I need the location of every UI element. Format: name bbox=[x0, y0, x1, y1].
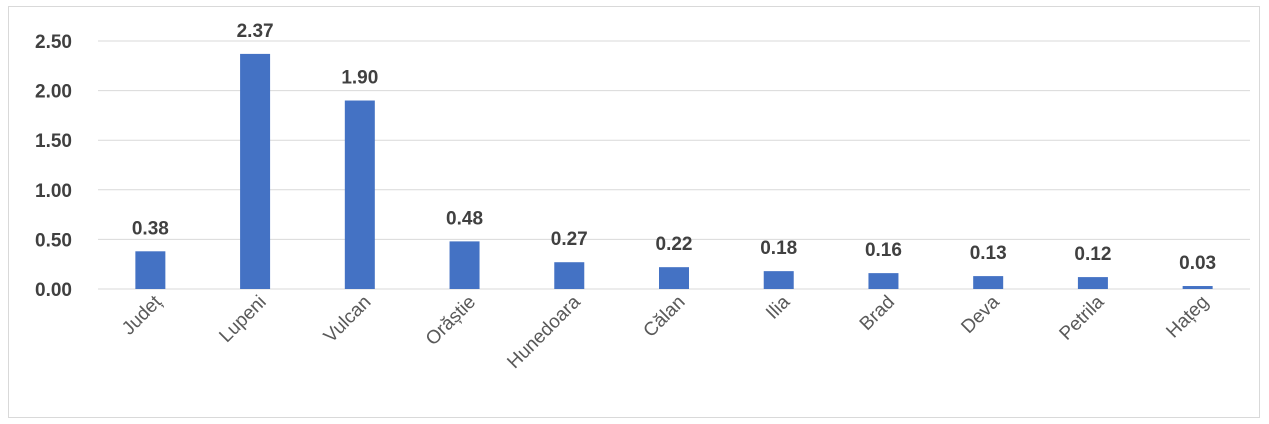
bar bbox=[554, 262, 585, 289]
data-label: 0.18 bbox=[760, 238, 797, 259]
bar bbox=[973, 276, 1004, 289]
x-tick-label: Lupeni bbox=[215, 292, 270, 347]
data-label: 1.90 bbox=[341, 68, 378, 89]
bar bbox=[135, 251, 166, 289]
bar bbox=[344, 100, 375, 290]
chart-frame bbox=[8, 6, 1260, 418]
x-tick-label: Brad bbox=[856, 292, 899, 335]
x-tick-label: Petrila bbox=[1056, 291, 1109, 344]
x-tick-label: Vulcan bbox=[320, 292, 375, 347]
bar bbox=[659, 267, 689, 289]
data-label: 0.48 bbox=[446, 208, 483, 229]
x-tick-label: Călan bbox=[640, 292, 690, 342]
x-tick-label: Hațeg bbox=[1162, 292, 1213, 343]
x-tick-label: Deva bbox=[958, 291, 1005, 338]
x-tick-label: Județ bbox=[118, 291, 166, 339]
x-tick-label: Ilia bbox=[762, 291, 794, 323]
y-tick-label: 1.00 bbox=[35, 181, 72, 202]
y-tick-label: 2.00 bbox=[35, 82, 72, 103]
y-tick-label: 0.00 bbox=[35, 280, 72, 301]
bar bbox=[240, 53, 271, 290]
bars bbox=[135, 53, 1213, 290]
data-label: 0.27 bbox=[551, 229, 588, 250]
y-tick-label: 2.50 bbox=[35, 32, 72, 53]
data-label: 0.38 bbox=[132, 218, 169, 239]
data-label: 0.12 bbox=[1074, 244, 1111, 265]
y-tick-label: 0.50 bbox=[35, 230, 72, 251]
data-label: 0.13 bbox=[970, 243, 1007, 264]
bar bbox=[1077, 277, 1108, 289]
x-tick-label: Hunedoara bbox=[503, 291, 585, 373]
data-label: 0.16 bbox=[865, 240, 902, 261]
data-label: 0.03 bbox=[1179, 253, 1216, 274]
y-axis-ticks: 0.00 0.50 1.00 1.50 2.00 2.50 bbox=[35, 32, 72, 301]
data-label: 2.37 bbox=[237, 21, 274, 42]
x-tick-label: Orăștie bbox=[422, 292, 480, 350]
data-labels: 0.38 2.37 1.90 0.48 0.27 0.22 0.18 0.16 0.13 0.12… bbox=[132, 21, 1216, 274]
data-label: 0.22 bbox=[656, 234, 693, 255]
bar bbox=[1182, 286, 1213, 289]
bar bbox=[763, 271, 794, 289]
gridlines bbox=[98, 40, 1250, 290]
x-axis-ticks: Județ Lupeni Vulcan Orăștie Hunedoara Călan Il… bbox=[118, 291, 1213, 373]
bar bbox=[449, 241, 480, 289]
bar bbox=[868, 273, 899, 289]
y-tick-label: 1.50 bbox=[35, 131, 72, 152]
